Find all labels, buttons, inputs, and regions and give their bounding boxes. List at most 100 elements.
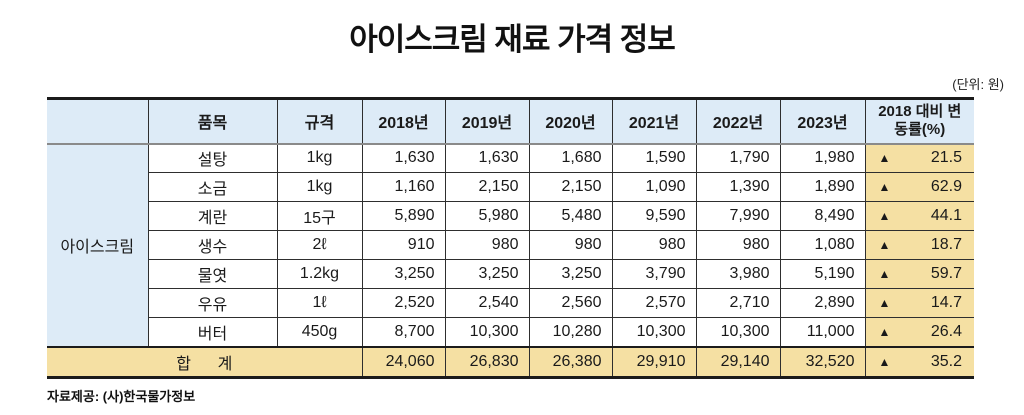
price-cell: 3,250 [528,259,613,289]
change-cell: ▲ 35.2 [864,345,974,378]
item-cell: 우유 [148,288,278,318]
price-cell: 2,520 [361,288,446,318]
change-value: 21.5 [930,149,962,167]
spec-cell: 1.2kg [276,259,363,289]
header-cell-year: 2022년 [695,98,781,145]
table-row: 우유 1ℓ 2,520 2,540 2,560 2,570 2,710 2,890 ▲ 14.7 [47,288,974,318]
price-cell: 8,490 [779,201,866,231]
change-cell-inner: ▲ 21.5 [866,149,974,167]
item-cell: 소금 [148,172,278,202]
table-row: 물엿 1.2kg 3,250 3,250 3,250 3,790 3,980 5,190 ▲ 59… [47,259,974,289]
item-cell: 계란 [148,201,278,231]
spec-cell: 1ℓ [276,288,363,318]
triangle-up-icon: ▲ [878,151,891,166]
price-cell: 1,890 [779,172,866,202]
price-cell: 2,890 [779,288,866,318]
infographic-page: 아이스크림 재료 가격 정보 (단위: 원) 품목 규격 2018년 2019년… [0,14,1024,415]
header-cell-year: 2018년 [361,98,446,145]
triangle-up-icon: ▲ [878,324,891,339]
price-cell: 7,990 [695,201,781,231]
change-value: 35.2 [930,352,962,370]
spec-cell: 1kg [276,143,363,173]
price-cell: 5,480 [528,201,613,231]
table-row: 계란 15구 5,890 5,980 5,480 9,590 7,990 8,490 ▲ 44.1 [47,201,974,231]
change-cell: ▲ 18.7 [864,230,974,260]
total-price-cell: 24,060 [361,345,446,378]
total-label-cell: 합 계 [47,345,363,378]
price-cell: 1,790 [695,143,781,173]
change-value: 62.9 [930,178,962,195]
change-cell: ▲ 26.4 [864,317,974,347]
price-cell: 3,790 [611,259,697,289]
change-cell: ▲ 21.5 [864,143,974,173]
header-row: 품목 규격 2018년 2019년 2020년 2021년 2022년 2023… [47,98,974,145]
change-cell: ▲ 14.7 [864,288,974,318]
price-cell: 2,540 [444,288,530,318]
price-cell: 9,590 [611,201,697,231]
price-cell: 1,090 [611,172,697,202]
change-value: 26.4 [930,322,962,340]
change-value: 18.7 [930,236,962,253]
table-row: 아이스크림 설탕 1kg 1,630 1,630 1,680 1,590 1,790 1,980… [47,143,974,347]
change-cell-inner: ▲ 26.4 [866,322,974,341]
change-cell-inner: ▲ 59.7 [866,265,974,283]
change-cell-inner: ▲ 62.9 [866,178,974,196]
page-title: 아이스크림 재료 가격 정보 [349,22,676,57]
change-value: 59.7 [930,265,962,282]
table-row: 소금 1kg 1,160 2,150 2,150 1,090 1,390 1,890 ▲ 62.9 [47,172,974,202]
price-cell: 980 [528,230,613,260]
total-price-cell: 29,140 [695,345,781,378]
price-cell: 10,300 [695,317,781,347]
item-cell: 생수 [148,230,278,260]
header-cell-year: 2021년 [611,98,697,145]
spec-cell: 1kg [276,172,363,202]
triangle-up-icon: ▲ [878,267,891,281]
group-cell: 아이스크림 [47,143,149,347]
price-cell: 2,150 [528,172,613,202]
item-cell: 버터 [148,317,278,347]
item-cell: 물엿 [148,259,278,289]
price-cell: 1,390 [695,172,781,202]
price-cell: 2,560 [528,288,613,318]
change-cell: ▲ 44.1 [864,201,974,231]
price-table: 품목 규격 2018년 2019년 2020년 2021년 2022년 2023… [47,97,974,379]
triangle-up-icon: ▲ [878,296,891,310]
header-cell-year: 2020년 [528,98,613,145]
price-cell: 3,980 [695,259,781,289]
price-cell: 10,300 [611,317,697,347]
table-body: 아이스크림 설탕 1kg 1,630 1,630 1,680 1,590 1,790 1,980… [47,143,974,378]
table-header: 품목 규격 2018년 2019년 2020년 2021년 2022년 2023… [47,98,974,145]
total-price-cell: 32,520 [779,345,866,378]
unit-label: (단위: 원) [952,77,1004,92]
price-cell: 10,300 [444,317,530,347]
change-cell-inner: ▲ 44.1 [866,207,974,225]
price-cell: 10,280 [528,317,613,347]
total-price-cell: 26,830 [444,345,530,378]
price-cell: 2,150 [444,172,530,202]
change-cell: ▲ 59.7 [864,259,974,289]
triangle-up-icon: ▲ [878,354,891,369]
header-cell-change: 2018 대비 변동률(%) [864,98,974,145]
price-cell: 1,630 [444,143,530,173]
price-cell: 5,890 [361,201,446,231]
table-row: 생수 2ℓ 910 980 980 980 980 1,080 ▲ 18.7 [47,230,974,260]
spec-cell: 2ℓ [276,230,363,260]
price-cell: 3,250 [444,259,530,289]
price-cell: 1,080 [779,230,866,260]
source-credit: 자료제공: (사)한국물가정보 [47,389,196,404]
item-cell: 설탕 [147,143,278,173]
total-price-cell: 29,910 [611,345,697,378]
change-cell: ▲ 62.9 [864,172,974,202]
price-cell: 980 [611,230,697,260]
price-cell: 5,190 [779,259,866,289]
change-value: 44.1 [930,207,962,224]
spec-cell: 15구 [276,201,363,231]
price-cell: 980 [444,230,530,260]
price-cell: 2,710 [695,288,781,318]
price-cell: 980 [695,230,781,260]
price-cell: 1,630 [361,143,446,173]
price-cell: 1,590 [611,143,697,173]
price-cell: 8,700 [361,317,446,347]
price-cell: 3,250 [361,259,446,289]
header-cell-item: 품목 [147,98,278,145]
